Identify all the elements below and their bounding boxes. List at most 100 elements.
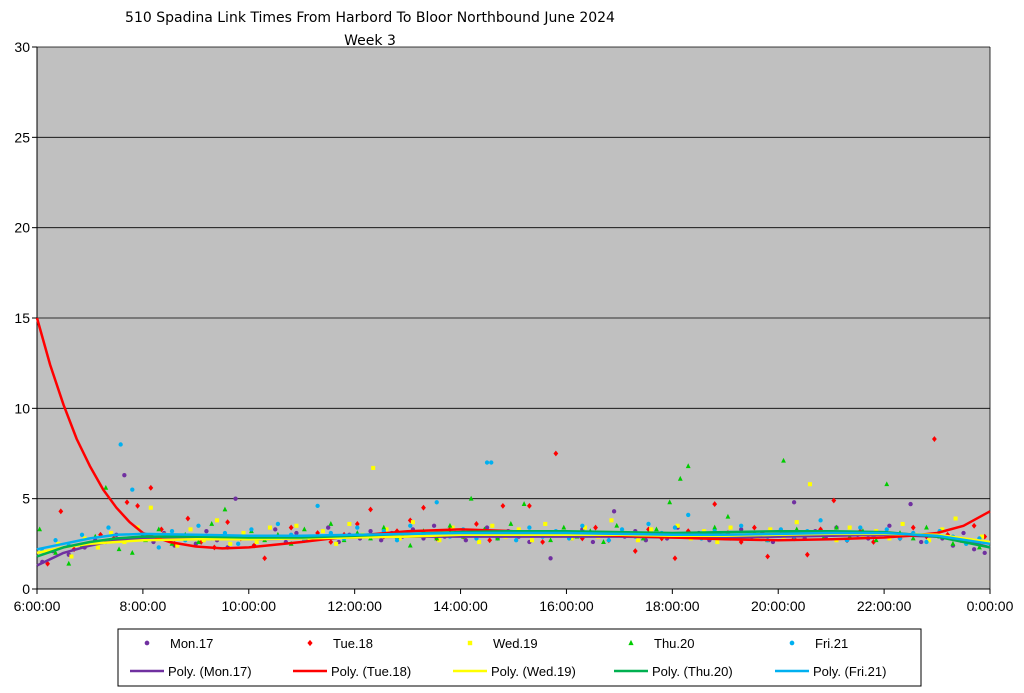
data-point [516, 527, 521, 532]
data-point [273, 527, 278, 532]
data-point [156, 545, 161, 550]
data-point [122, 473, 127, 478]
data-point [887, 536, 892, 541]
data-point [407, 542, 413, 548]
data-point [144, 640, 150, 646]
x-tick-label: 16:00:00 [539, 598, 594, 614]
data-point [980, 534, 985, 539]
data-point [910, 535, 916, 541]
data-point [712, 524, 718, 530]
data-point [347, 521, 352, 526]
data-point [561, 524, 567, 530]
y-tick-label: 5 [22, 491, 30, 507]
data-point [79, 532, 85, 537]
data-point [543, 521, 548, 526]
data-point [513, 538, 519, 543]
data-point [371, 465, 376, 470]
data-point [467, 640, 473, 646]
data-point [477, 539, 482, 545]
data-point [225, 519, 230, 526]
data-point [593, 524, 598, 531]
data-point [924, 539, 929, 545]
data-point [95, 545, 100, 550]
data-point [326, 525, 331, 530]
data-point [919, 539, 924, 545]
data-point [908, 501, 913, 507]
data-point [791, 500, 797, 505]
data-point [628, 639, 634, 646]
data-point [950, 540, 956, 546]
data-point [490, 523, 495, 528]
data-point [751, 524, 757, 531]
data-point [431, 523, 437, 528]
data-point [434, 500, 439, 505]
data-point [768, 527, 773, 532]
data-point [196, 539, 201, 544]
data-point [781, 457, 786, 463]
data-point [267, 525, 272, 530]
data-point [196, 523, 201, 528]
data-point [977, 544, 982, 550]
x-tick-label: 10:00:00 [222, 598, 277, 614]
legend-entry: Poly. (Mon.17) [168, 664, 252, 679]
legend-entry: Mon.17 [170, 636, 213, 651]
data-point [971, 547, 977, 552]
data-point [307, 639, 313, 647]
legend-entry: Poly. (Fri.21) [813, 664, 886, 679]
data-point [601, 539, 606, 544]
legend-entry: Fri.21 [815, 636, 848, 651]
y-tick-label: 0 [22, 581, 30, 597]
data-point [463, 538, 469, 543]
data-point [484, 460, 490, 465]
chart-subtitle: Week 3 [344, 33, 396, 49]
data-point [529, 538, 535, 543]
x-tick-label: 18:00:00 [645, 598, 700, 614]
y-tick-label: 25 [14, 129, 30, 145]
data-point [320, 529, 325, 534]
data-point [381, 524, 387, 530]
data-point [169, 529, 175, 534]
data-point [887, 523, 892, 528]
data-point [685, 463, 691, 469]
data-point [450, 525, 455, 530]
data-point [619, 527, 625, 532]
data-point [434, 535, 440, 541]
data-point [159, 526, 164, 533]
data-point [807, 482, 813, 487]
data-point [53, 549, 58, 555]
data-point [204, 529, 209, 534]
data-point [765, 553, 771, 560]
x-tick-label: 12:00:00 [327, 598, 382, 614]
data-point [294, 530, 299, 536]
data-point [328, 539, 334, 545]
data-point [606, 538, 611, 543]
data-point [106, 525, 111, 530]
data-point [185, 515, 191, 522]
data-point [397, 536, 402, 541]
data-point [394, 538, 400, 543]
data-point [408, 523, 413, 528]
legend-entry: Wed.19 [493, 636, 538, 651]
data-point [148, 505, 153, 510]
data-point [135, 502, 140, 509]
data-point [553, 450, 559, 457]
data-point [474, 521, 479, 527]
data-point [118, 442, 123, 447]
data-point [755, 536, 760, 541]
data-point [675, 523, 680, 528]
data-point [437, 538, 442, 543]
data-point [834, 524, 839, 530]
data-point [927, 538, 932, 543]
data-point [378, 538, 384, 543]
data-point [355, 525, 360, 530]
data-point [228, 541, 233, 546]
legend-entry: Poly. (Tue.18) [331, 664, 411, 679]
legend-entry: Thu.20 [654, 636, 694, 651]
data-point [526, 502, 532, 509]
data-point [156, 526, 162, 532]
trendlines [35, 317, 991, 567]
data-point [66, 560, 72, 566]
data-point [635, 538, 640, 543]
data-point [262, 555, 268, 562]
trendline [36, 531, 991, 551]
